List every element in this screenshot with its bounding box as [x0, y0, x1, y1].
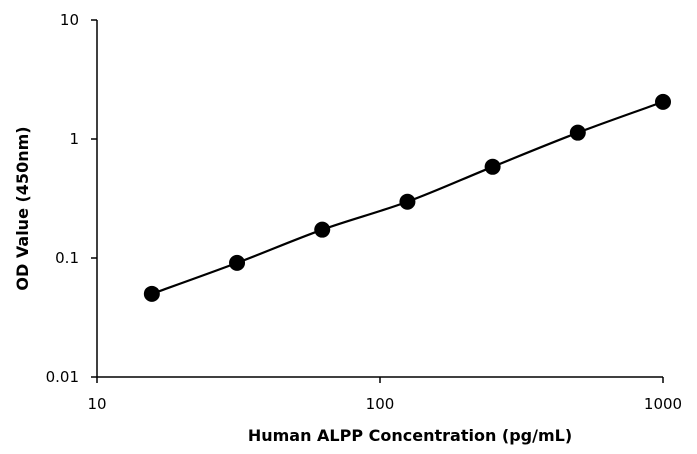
- data-point: [655, 94, 671, 110]
- x-tick-label: 100: [366, 395, 395, 413]
- x-tick-label: 1000: [644, 395, 682, 413]
- axes: [97, 20, 663, 377]
- y-ticks: 0.01 0.1 1 10: [46, 11, 97, 386]
- series-layer: [144, 94, 671, 302]
- x-ticks: 10 100 1000: [87, 377, 682, 413]
- data-point: [229, 255, 245, 271]
- x-tick-label: 10: [87, 395, 106, 413]
- y-axis-title: OD Value (450nm): [13, 126, 32, 290]
- data-point: [399, 194, 415, 210]
- data-point: [485, 159, 501, 175]
- y-tick-label: 1: [69, 130, 79, 148]
- y-tick-label: 10: [60, 11, 79, 29]
- data-point: [570, 125, 586, 141]
- data-point: [314, 222, 330, 238]
- x-axis-title: Human ALPP Concentration (pg/mL): [248, 426, 572, 445]
- data-point: [144, 286, 160, 302]
- y-tick-label: 0.1: [55, 249, 79, 267]
- y-tick-label: 0.01: [46, 368, 79, 386]
